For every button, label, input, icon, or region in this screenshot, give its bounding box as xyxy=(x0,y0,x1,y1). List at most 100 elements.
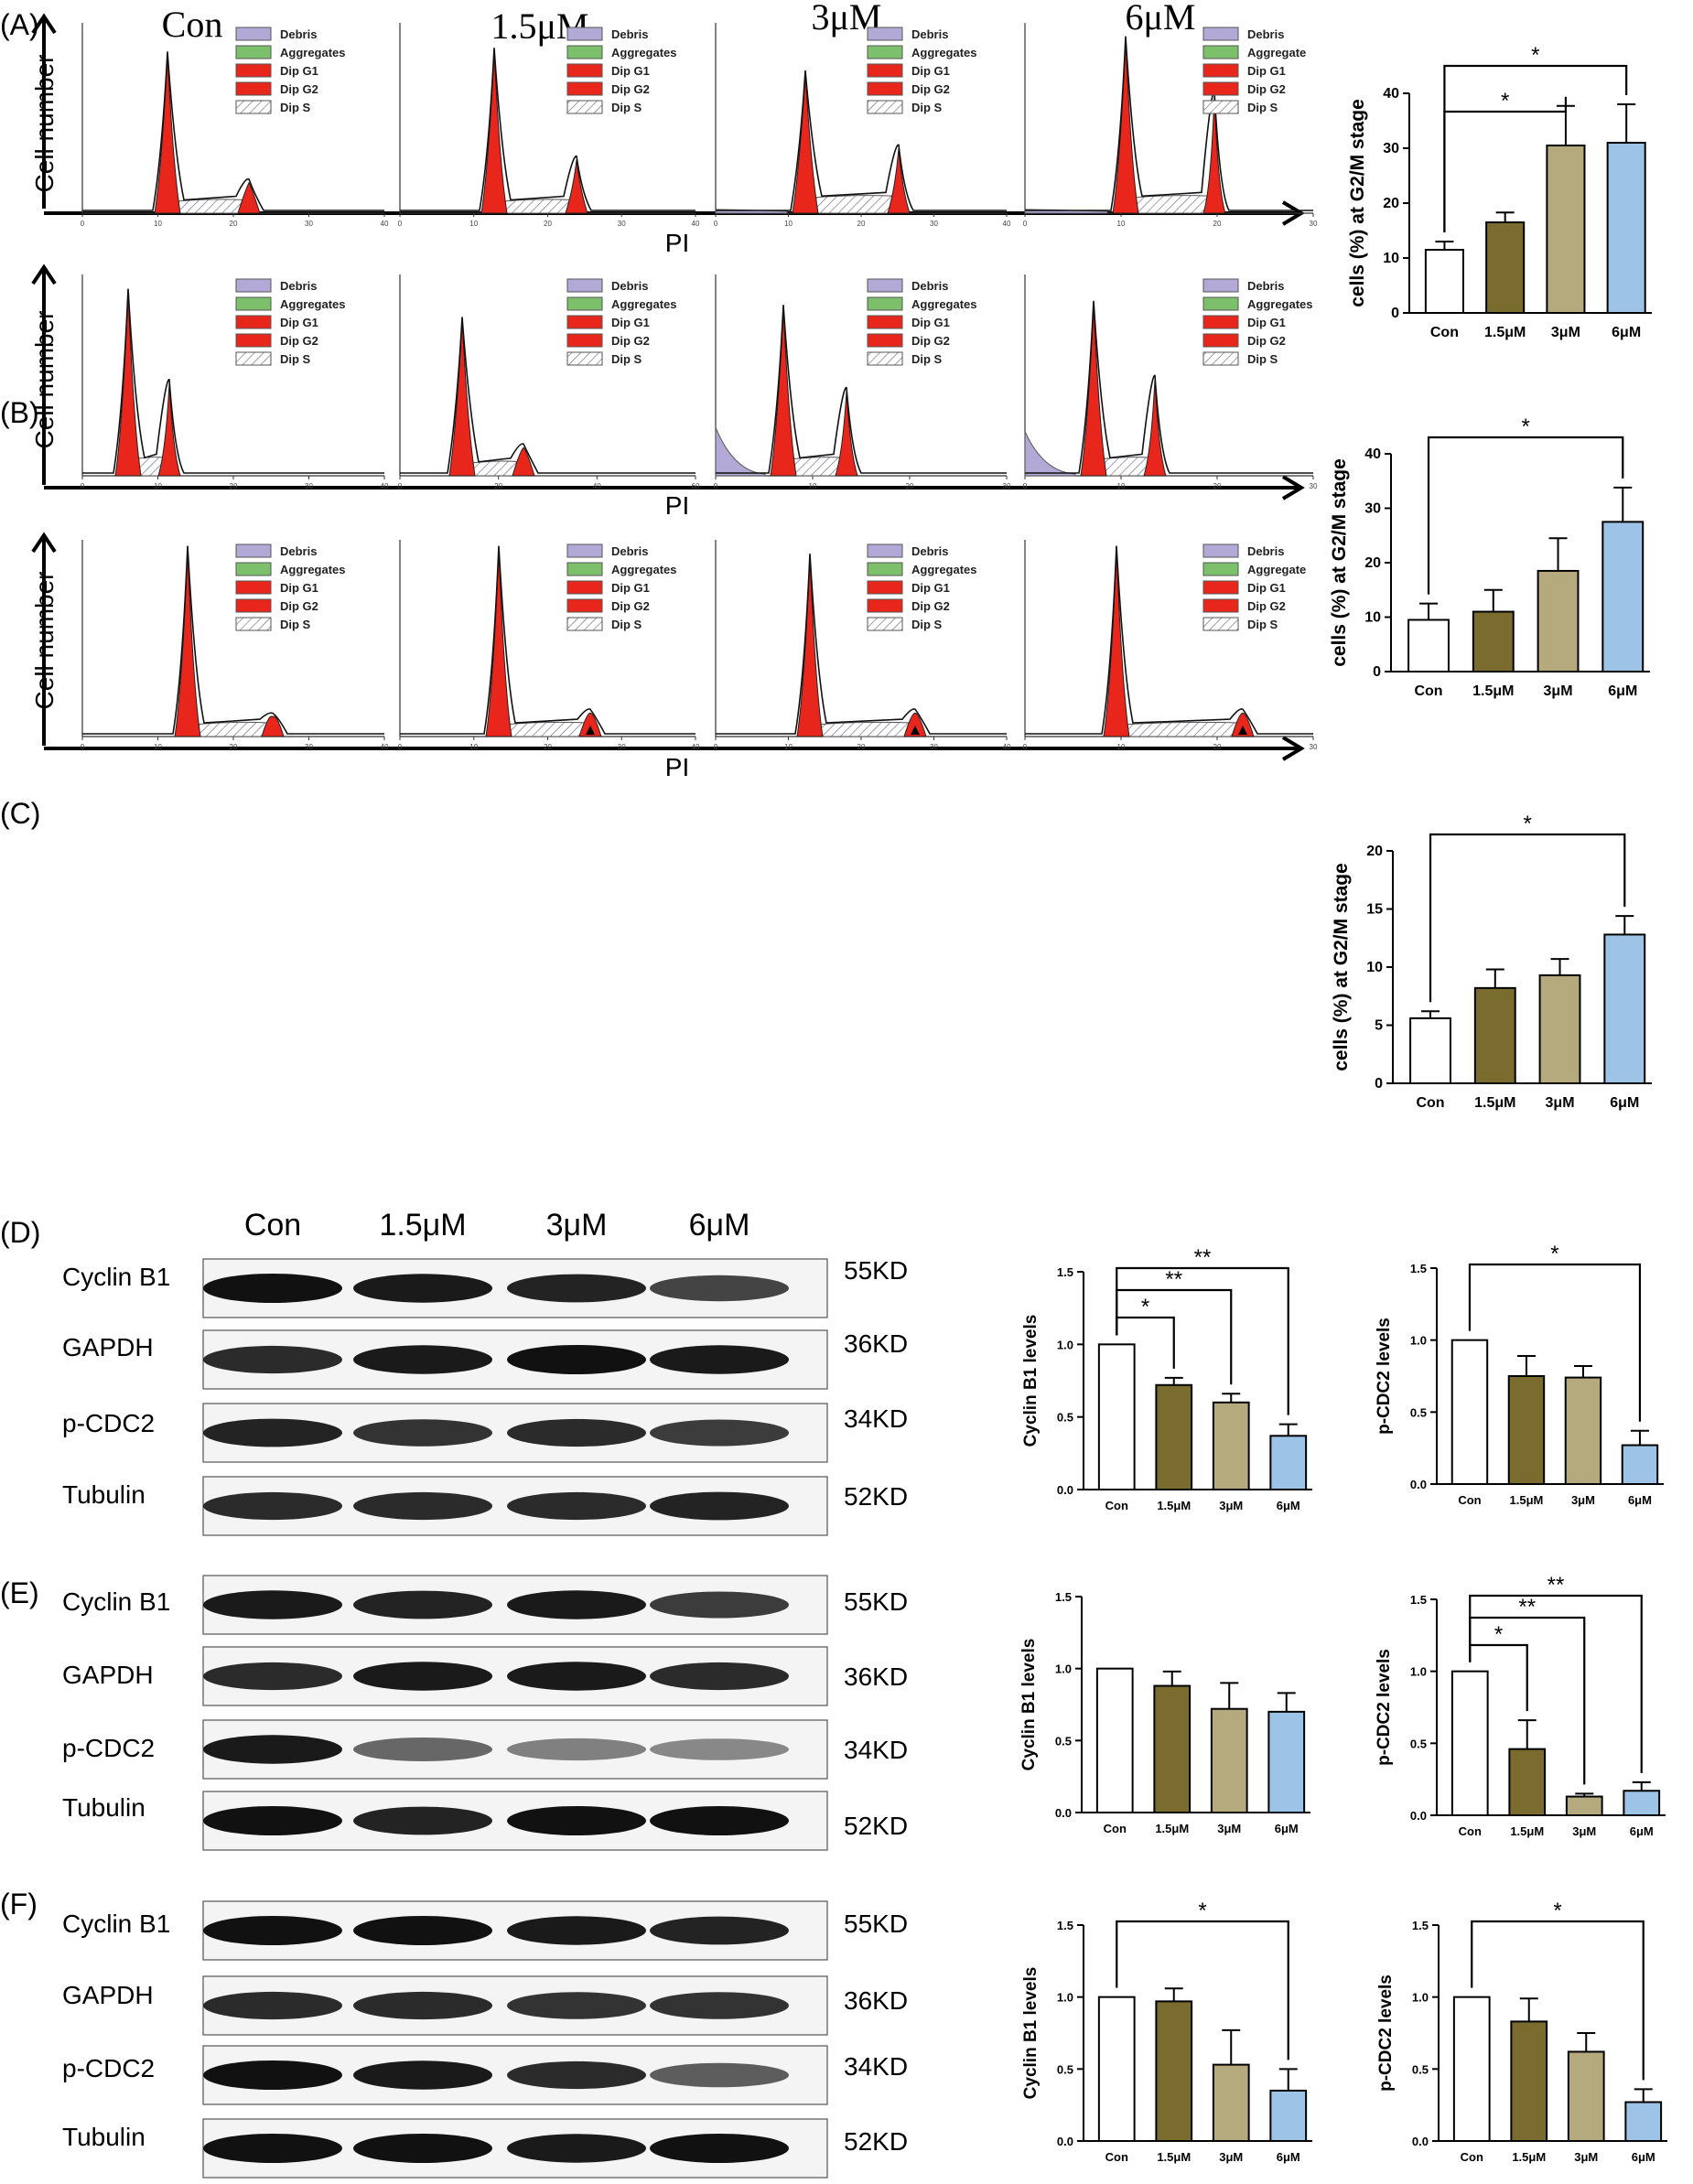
legend-swatch-debris xyxy=(867,543,903,558)
histogram-x-tick-label: 20 xyxy=(230,220,238,228)
panel-label-e: (E) xyxy=(0,1576,39,1609)
blot-band xyxy=(507,1418,646,1447)
blot-row-cyclin-b1: Cyclin B1 55KD xyxy=(62,1900,908,1961)
legend-label: Dip G2 xyxy=(280,599,318,613)
significance-bracket xyxy=(1469,1594,1643,1773)
bar-1-5um xyxy=(1510,2020,1548,2142)
significance-label: * xyxy=(1553,1899,1561,1923)
histogram-x-tick-label: 10 xyxy=(469,220,478,228)
blot-band xyxy=(507,2134,646,2163)
histogram-envelope xyxy=(400,48,696,211)
legend-swatch-dip-s xyxy=(235,100,272,114)
dip-g2-peak xyxy=(237,181,261,214)
blot-size-label: 36KD xyxy=(844,1662,908,1691)
histogram-envelope xyxy=(82,51,384,211)
legend-label: Dip S xyxy=(1247,618,1278,631)
bar-con xyxy=(1424,249,1464,314)
bar-y-axis-label: p-CDC2 levels xyxy=(1376,1974,1396,2092)
legend-label: Debris xyxy=(280,544,317,558)
legend-swatch-dip-g1 xyxy=(566,580,603,595)
legend-label: Dip G2 xyxy=(911,82,950,96)
legend-label: Dip S xyxy=(911,101,943,114)
flow-y-axis-arrow xyxy=(31,264,57,285)
bar-y-axis-label: p-CDC2 levels xyxy=(1375,1318,1394,1435)
dip-g1-peak xyxy=(792,72,819,214)
blot-size-label: 55KD xyxy=(844,1910,908,1938)
histogram-x-tick-label: 30 xyxy=(930,220,938,228)
bar-y-tick-label: 1.5 xyxy=(1057,1265,1073,1279)
histogram-x-tick-label: 40 xyxy=(1003,743,1011,751)
bar-y-tick-label: 30 xyxy=(1364,501,1381,517)
histogram-x-tick-label: 10 xyxy=(154,482,162,490)
legend-label: Dip S xyxy=(611,618,642,631)
significance-label: * xyxy=(1501,89,1509,113)
histogram-x-tick-label: 40 xyxy=(381,743,389,751)
histogram-x-tick-label: 20 xyxy=(1213,743,1222,751)
bar-y-tick-label: 10 xyxy=(1364,610,1381,626)
histogram-envelope xyxy=(716,70,1007,211)
blot-band xyxy=(650,1275,789,1302)
histogram-x-tick-label: 40 xyxy=(381,220,389,228)
legend-swatch-aggregates xyxy=(1202,562,1239,576)
legend-swatch-debris xyxy=(1202,543,1239,558)
bar-x-tick-label: 3μM xyxy=(1572,1824,1596,1838)
legend-label: Debris xyxy=(1247,544,1284,558)
blot-set-d: Cyclin B1 55KD GAPDH 36KD p-CDC2 34KD Tubulin 5… xyxy=(62,1256,908,1536)
legend-label: Dip S xyxy=(280,352,311,366)
legend-swatch-debris xyxy=(566,278,603,293)
western-blot-layer: Con 1.5μM 3μM 6μM Cyclin B1 55KD GAPDH 36KD p-CD… xyxy=(62,1208,908,2179)
legend-label: Debris xyxy=(911,27,948,41)
blot-band xyxy=(353,1991,492,2020)
legend-swatch-aggregates xyxy=(867,45,903,59)
histogram-x-tick-label: 40 xyxy=(381,482,389,490)
dip-s-region xyxy=(809,721,916,737)
blot-band xyxy=(353,1274,492,1303)
histogram-x-tick-label: 0 xyxy=(81,743,85,751)
legend-label: Dip S xyxy=(1247,101,1278,114)
bar-x-tick-label: 1.5μM xyxy=(1157,1499,1191,1512)
legend-label: Dip G2 xyxy=(1247,334,1286,348)
blot-band xyxy=(650,1491,789,1521)
histogram-envelope xyxy=(82,545,384,735)
blot-band xyxy=(507,2060,646,2090)
flow-y-axis-arrow xyxy=(31,532,57,554)
bar-y-tick-label: 5 xyxy=(1375,1018,1383,1034)
blot-band xyxy=(203,1662,342,1691)
debris-region xyxy=(715,427,766,477)
legend-label: Aggregates xyxy=(1247,297,1313,311)
legend-label: Dip G2 xyxy=(611,82,650,96)
g2-marker-triangle xyxy=(911,726,920,735)
histogram-x-tick-label: 30 xyxy=(1310,743,1318,751)
bar-y-tick-label: 0.0 xyxy=(1410,1478,1427,1491)
legend-label: Dip G2 xyxy=(1247,82,1286,96)
bar-con xyxy=(1450,1670,1489,1816)
legend-label: Dip G1 xyxy=(611,64,650,78)
bar-6um xyxy=(1621,1444,1659,1486)
flow-histogram: 0 10 20 30 40 Debris Aggregates Dip G1 Dip G2 Dip… xyxy=(398,540,700,751)
dip-g1-peak xyxy=(480,49,508,214)
legend-label: Debris xyxy=(611,279,648,293)
blot-band xyxy=(203,2060,342,2090)
histogram-x-tick-label: 0 xyxy=(714,482,718,490)
legend-swatch-aggregates xyxy=(235,296,272,311)
histogram-x-tick-label: 10 xyxy=(469,743,478,751)
legend-swatch-dip-g1 xyxy=(566,63,603,78)
blot-size-label: 34KD xyxy=(844,1404,908,1433)
legend-swatch-dip-g1 xyxy=(867,63,903,78)
bar-x-tick-label: 1.5μM xyxy=(1512,2150,1546,2164)
blot-row-p-cdc2: p-CDC2 34KD xyxy=(62,1403,908,1463)
bar-x-tick-label: 6μM xyxy=(1277,2150,1300,2164)
legend-swatch-aggregates xyxy=(235,562,272,576)
flow-histogram: 0 10 20 30 40 Debris Aggregates Dip G1 Dip G2 Dip… xyxy=(81,540,389,751)
significance-bracket xyxy=(1468,1263,1642,1422)
dip-s-region xyxy=(498,721,591,737)
blot-lane-header: 3μM xyxy=(546,1208,608,1243)
legend-label: Dip S xyxy=(1247,352,1278,366)
histogram-x-tick-label: 20 xyxy=(1213,220,1222,228)
flow-x-axis-label: PI xyxy=(665,229,689,257)
histogram-x-tick-label: 20 xyxy=(1213,482,1222,490)
legend-swatch-debris xyxy=(566,27,603,41)
blot-size-label: 52KD xyxy=(844,1812,908,1840)
bar-con xyxy=(1407,619,1450,672)
bar-x-tick-label: 6μM xyxy=(1608,683,1637,699)
